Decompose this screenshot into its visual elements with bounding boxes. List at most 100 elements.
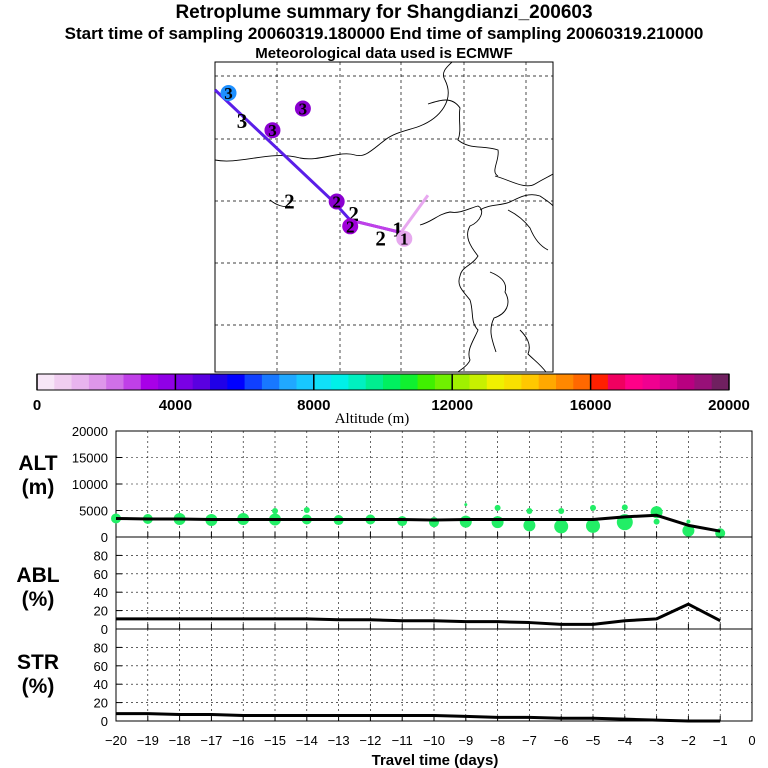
colorbar-cell-37 — [677, 374, 695, 390]
colorbar-cell-11 — [227, 374, 245, 390]
ytick-1-4: 0 — [101, 622, 108, 637]
colorbar-cell-33 — [607, 374, 626, 390]
panel-label-str: STR — [17, 651, 59, 674]
map-grid — [215, 62, 553, 372]
ytick-1-0: 80 — [94, 548, 108, 563]
colorbar-cell-18 — [348, 374, 367, 390]
colorbar-cell-27 — [504, 374, 522, 390]
colorbar-cell-26 — [486, 374, 505, 390]
xtick-15: −5 — [586, 733, 601, 748]
xtick-5: −15 — [264, 733, 286, 748]
sampling-times: Start time of sampling 20060319.180000 E… — [64, 24, 704, 43]
colorbar-cell-9 — [192, 374, 211, 390]
colorbar-cell-0 — [37, 374, 55, 390]
ytick-2-3: 20 — [94, 696, 108, 711]
map-panel: 33 332 2 22 2 11 — [213, 61, 554, 373]
alt-dot-14 — [554, 519, 569, 534]
trajectory-segment — [349, 218, 402, 234]
alt-dot-27 — [526, 508, 533, 515]
colorbar-tick-4: 16000 — [570, 397, 612, 414]
colorbar-cell-5 — [123, 374, 142, 390]
xtick-11: −9 — [458, 733, 473, 748]
map-marker-7 — [342, 218, 359, 235]
alt-dot-18 — [682, 524, 695, 537]
xtick-3: −17 — [200, 733, 222, 748]
colorbar-cell-7 — [158, 374, 176, 390]
colorbar-cell-2 — [71, 374, 90, 390]
map-marker-label-10: 1 — [400, 230, 409, 249]
alt-dot-9 — [397, 516, 408, 527]
ytick-2-4: 0 — [101, 714, 108, 729]
colorbar-cell-35 — [642, 374, 661, 390]
colorbar-tick-2: 8000 — [297, 397, 330, 414]
colorbar-cell-15 — [296, 374, 315, 390]
xtick-1: −19 — [137, 733, 159, 748]
alt-dot-23 — [464, 503, 468, 507]
ytick-0-2: 10000 — [72, 477, 108, 492]
panel-unit-alt: (m) — [22, 476, 55, 499]
map-frame — [214, 61, 554, 373]
ytick-2-0: 80 — [94, 640, 108, 655]
map-marker-label-6: 2 — [348, 202, 359, 226]
series-line-alt — [115, 513, 721, 533]
chart-title: Retroplume summary for Shangdianzi_20060… — [175, 2, 593, 23]
map-marker-label-0: 3 — [224, 84, 233, 103]
ytick-0-4: 0 — [101, 530, 108, 545]
colorbar-cell-32 — [590, 374, 609, 390]
colorbar-cell-8 — [175, 374, 194, 390]
map-marker-0 — [220, 85, 237, 101]
xtick-0: −20 — [105, 733, 127, 748]
alt-dot-22 — [494, 504, 501, 511]
xtick-13: −7 — [522, 733, 537, 748]
map-marker-3 — [294, 100, 311, 117]
ytick-1-1: 60 — [94, 567, 108, 582]
colorbar-tick-3: 12000 — [431, 397, 473, 414]
alt-dot-26 — [558, 508, 565, 515]
xtick-2: −18 — [169, 733, 191, 748]
map-marker-label-7: 2 — [346, 217, 355, 236]
colorbar-cell-31 — [573, 374, 591, 390]
x-axis-label: Travel time (days) — [372, 752, 499, 768]
xtick-14: −6 — [554, 733, 569, 748]
xtick-19: −1 — [713, 733, 728, 748]
map-marker-2 — [264, 122, 281, 139]
xtick-6: −14 — [296, 733, 318, 748]
panel-label-alt: ALT — [18, 452, 57, 475]
colorbar-cell-22 — [417, 374, 436, 390]
ytick-0-1: 15000 — [72, 451, 108, 466]
colorbar-cell-4 — [106, 374, 124, 390]
colorbar-cell-17 — [331, 374, 349, 390]
colorbar-cell-1 — [54, 374, 72, 390]
colorbar-cell-25 — [469, 374, 488, 390]
colorbar-cell-16 — [313, 374, 332, 390]
map-marker-label-4: 2 — [284, 190, 295, 214]
colorbar-tick-5: 20000 — [708, 397, 750, 414]
alt-dot-24 — [621, 504, 628, 511]
colorbar-cell-28 — [521, 374, 540, 390]
ytick-0-0: 20000 — [72, 424, 108, 439]
met-data-note: Meteorological data used is ECMWF — [255, 45, 513, 62]
xtick-12: −8 — [490, 733, 505, 748]
coastlines — [214, 61, 554, 373]
colorbar-cell-19 — [365, 374, 384, 390]
colorbar-cell-12 — [244, 374, 263, 390]
panel-unit-abl: (%) — [22, 588, 55, 611]
colorbar-xlabel: Altitude (m) — [335, 411, 410, 427]
map-marker-10 — [396, 230, 413, 247]
colorbar-cell-30 — [556, 374, 574, 390]
trajectory-tail — [399, 194, 430, 234]
colorbar-cell-3 — [88, 374, 107, 390]
colorbar-cell-34 — [625, 374, 643, 390]
map-marker-5 — [328, 193, 345, 210]
map-marker-label-9: 1 — [392, 217, 403, 241]
panel-alt: 20000 15000 10000 5000 0 ALT(m) — [18, 424, 753, 545]
colorbar-cell-36 — [659, 374, 678, 390]
colorbar-tick-1: 4000 — [159, 397, 192, 414]
xtick-20: 0 — [748, 733, 755, 748]
colorbar: 0 4000 8000 12000 16000 20000 Altitude (m) — [33, 373, 750, 427]
colorbar-cell-21 — [400, 374, 418, 390]
alt-dot-20 — [272, 508, 278, 515]
colorbar-cell-14 — [279, 374, 297, 390]
map-marker-label-8: 2 — [375, 227, 386, 251]
alt-dot-29 — [653, 518, 660, 525]
